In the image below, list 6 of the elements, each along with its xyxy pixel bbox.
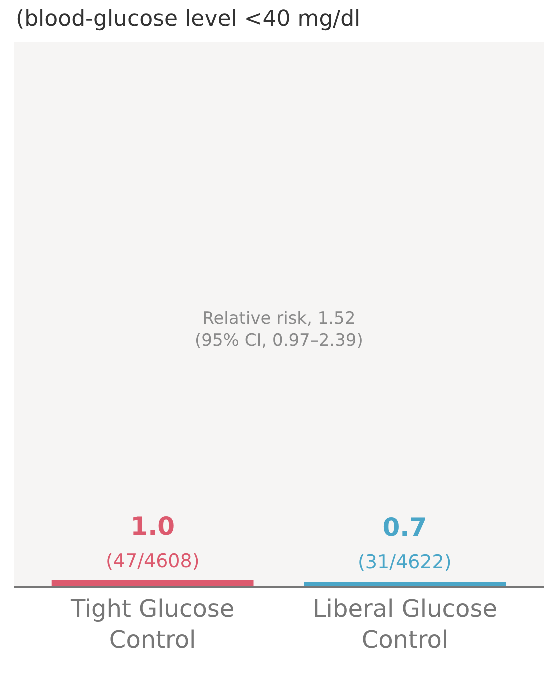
- x-tick-label: Tight Glucose Control: [70, 594, 235, 654]
- data-label: 0.7 (31/4622): [358, 513, 452, 574]
- data-label: 1.0 (47/4608): [106, 512, 200, 572]
- annotation: Relative risk, 1.52 (95% CI, 0.97–2.39): [195, 309, 364, 352]
- x-tick-label: Liberal Glucose Control: [312, 594, 498, 654]
- chart-title: (blood-glucose level <40 mg/dl: [16, 7, 361, 32]
